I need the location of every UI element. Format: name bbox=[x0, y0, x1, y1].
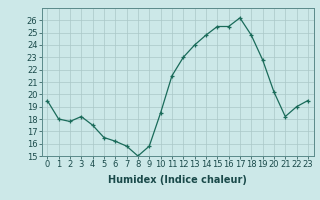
X-axis label: Humidex (Indice chaleur): Humidex (Indice chaleur) bbox=[108, 175, 247, 185]
